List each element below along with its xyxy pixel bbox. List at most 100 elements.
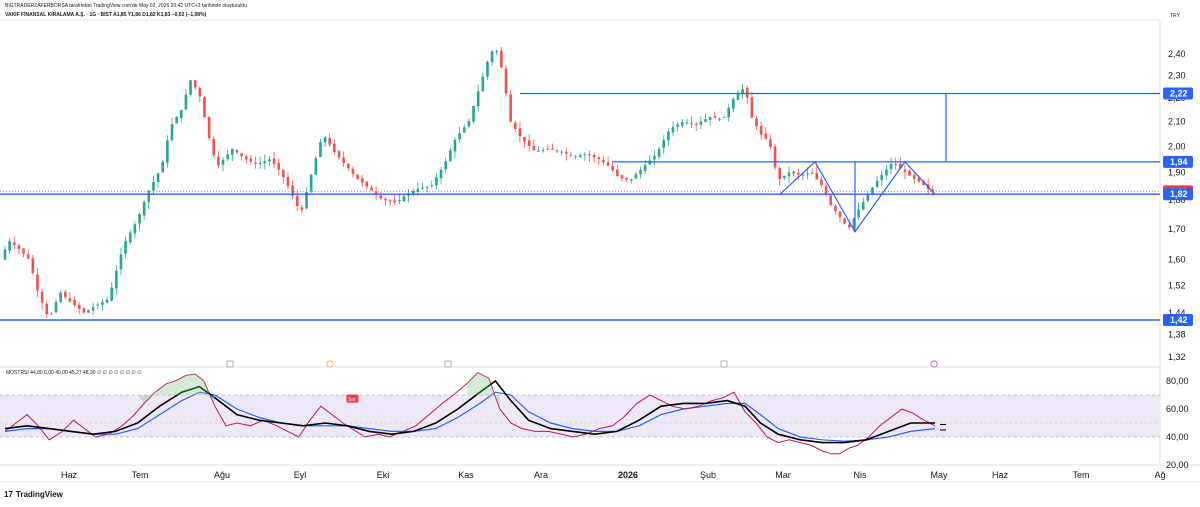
candle-body xyxy=(894,164,897,166)
candle-body xyxy=(532,145,536,151)
osc-tick-label: 20,00 xyxy=(1166,460,1189,470)
candle-body xyxy=(263,161,267,164)
candle-body xyxy=(115,270,118,289)
candle-body xyxy=(476,91,480,107)
candle-body xyxy=(166,140,169,163)
price-tag-label: 1,94 xyxy=(1170,157,1188,167)
sell-signal-label: Sat xyxy=(348,397,356,403)
candle-body xyxy=(680,122,684,126)
price-tick-label: 2,00 xyxy=(1168,141,1186,151)
candle-body xyxy=(309,174,313,192)
osc-overbought-fill xyxy=(137,374,215,407)
candle-body xyxy=(444,161,448,170)
price-tick-label: 2,10 xyxy=(1168,117,1186,127)
candle-body xyxy=(356,174,359,180)
pattern-zigzag xyxy=(779,160,936,233)
candle-body xyxy=(583,154,587,156)
price-tick-label: 1,70 xyxy=(1168,224,1186,234)
candle-body xyxy=(922,180,925,186)
candle-body xyxy=(8,241,11,251)
price-tick-label: 1,32 xyxy=(1168,352,1186,362)
candle-body xyxy=(59,292,62,302)
candle-body xyxy=(899,163,902,169)
osc-signal-blue-line xyxy=(4,391,936,442)
candle-body xyxy=(435,177,438,186)
candle-body xyxy=(54,302,58,313)
candle-body xyxy=(676,124,679,127)
price-tag-box xyxy=(1163,313,1193,326)
candle-body xyxy=(537,150,540,152)
candle-body xyxy=(667,131,670,141)
candle-body xyxy=(207,117,211,138)
candle-body xyxy=(787,172,791,177)
candle-body xyxy=(555,150,559,152)
candle-body xyxy=(653,155,656,160)
candle-body xyxy=(351,169,355,175)
candle-body xyxy=(513,122,517,129)
candle-body xyxy=(523,136,526,142)
candle-body xyxy=(834,205,837,212)
candle-body xyxy=(295,195,299,207)
candle-body xyxy=(634,174,638,179)
candle-body xyxy=(82,308,86,313)
price-tag-label: 1,42 xyxy=(1170,315,1188,325)
candle-body xyxy=(857,209,860,218)
price-tick-label: 1,60 xyxy=(1168,255,1186,265)
candle-body xyxy=(759,125,763,135)
candle-body xyxy=(365,181,369,187)
candle-body xyxy=(179,110,183,119)
candle-body xyxy=(518,128,522,137)
candle-body xyxy=(17,245,21,249)
candle-body xyxy=(346,163,350,169)
pattern-drawings xyxy=(779,93,947,233)
candle-body xyxy=(40,291,44,303)
candle-body xyxy=(588,154,591,156)
candle-body xyxy=(384,198,387,201)
candle-body xyxy=(527,140,531,146)
candle-body xyxy=(96,304,100,306)
candle-body xyxy=(430,184,434,186)
candle-body xyxy=(68,298,72,302)
time-axis-label: Eyl xyxy=(294,470,307,480)
candle-body xyxy=(105,299,109,303)
candle-body xyxy=(671,127,675,133)
candle-body xyxy=(546,148,550,150)
candle-body xyxy=(393,200,396,203)
candle-body xyxy=(551,148,554,150)
candle-body xyxy=(462,127,466,133)
candle-body xyxy=(282,169,285,178)
candle-body xyxy=(880,175,884,180)
candle-body xyxy=(439,169,443,179)
candle-body xyxy=(36,274,39,291)
time-axis-label: Tem xyxy=(1072,470,1089,480)
candle-body xyxy=(699,121,703,125)
candle-body xyxy=(119,254,123,270)
candle-body xyxy=(360,178,364,183)
candle-body xyxy=(736,93,740,100)
candle-body xyxy=(449,150,452,162)
candle-body xyxy=(411,190,415,194)
candle-body xyxy=(305,191,308,209)
candle-body xyxy=(110,287,113,301)
candle-body xyxy=(244,156,248,160)
candle-body xyxy=(852,218,856,228)
candle-body xyxy=(871,187,874,195)
candle-body xyxy=(333,143,336,153)
candle-body xyxy=(128,232,132,243)
split-marker-icon xyxy=(930,360,938,368)
candle-body xyxy=(221,159,225,165)
candle-body xyxy=(467,120,471,127)
candle-body xyxy=(189,80,192,95)
earnings-marker-icon xyxy=(226,360,234,368)
candle-body xyxy=(175,117,178,124)
candle-body xyxy=(91,307,95,311)
osc-band-rect xyxy=(0,395,1160,437)
candle-body xyxy=(249,158,253,162)
candle-body xyxy=(300,207,304,210)
osc-signal-black-line xyxy=(4,379,935,444)
candle-body xyxy=(291,185,294,196)
candle-body xyxy=(750,97,754,118)
candle-body xyxy=(45,303,49,315)
